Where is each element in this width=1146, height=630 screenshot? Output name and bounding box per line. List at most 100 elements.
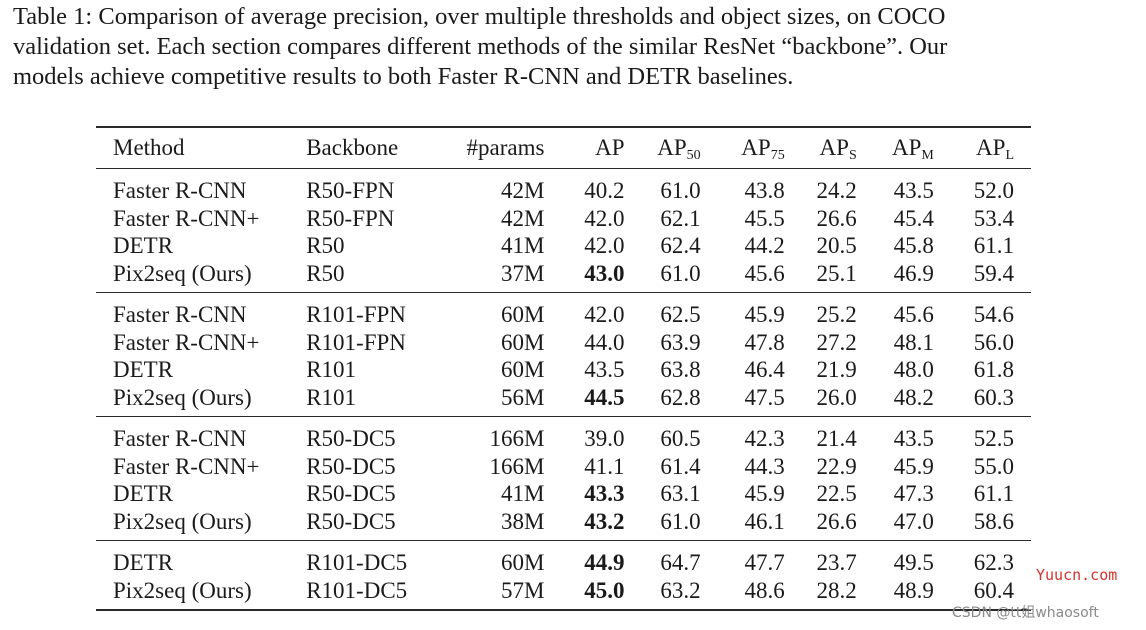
cell-backbone: R50 xyxy=(306,260,345,286)
table-row: Pix2seq (Ours) R101-DC5 57M 45.0 63.2 48.6 28.… xyxy=(96,576,1031,611)
table-row: DETR R101 60M 43.5 63.8 46.4 21.9 48.0 61.8 xyxy=(96,356,1031,384)
cell-ap50: 62.8 xyxy=(660,384,701,410)
cell-method: Faster R-CNN+ xyxy=(113,205,260,231)
cell-ap50: 62.1 xyxy=(660,205,701,231)
cell-apl: 60.3 xyxy=(973,384,1014,410)
cell-apl: 54.6 xyxy=(933,292,1031,329)
table-row: Pix2seq (Ours) R50 37M 43.0 61.0 45.6 25.1 46.9… xyxy=(96,260,1031,293)
table-row: DETR R101-DC5 60M 44.9 64.7 47.7 23.7 49.5 62.3 xyxy=(96,540,1031,577)
cell-ap: 44.0 xyxy=(584,329,625,355)
table-caption: Table 1: Comparison of average precision… xyxy=(13,2,1138,92)
cell-backbone: R50 xyxy=(306,233,345,258)
cell-aps: 24.2 xyxy=(784,168,857,205)
table-row: DETR R50 41M 42.0 62.4 44.2 20.5 45.8 61.1 xyxy=(96,232,1031,260)
table-row: Pix2seq (Ours) R50-DC5 38M 43.2 61.0 46.1 26.6… xyxy=(96,508,1031,541)
cell-params: 166M xyxy=(446,416,545,453)
cell-ap75: 45.5 xyxy=(744,205,785,231)
table-row: Faster R-CNN R50-DC5 166M 39.0 60.5 42.3 21.4 4… xyxy=(96,416,1031,453)
cell-apm: 43.5 xyxy=(856,168,934,205)
cell-aps: 20.5 xyxy=(816,233,857,258)
cell-method: Faster R-CNN xyxy=(96,292,307,329)
cell-method: Pix2seq (Ours) xyxy=(113,384,252,410)
cell-apm: 47.3 xyxy=(893,481,934,506)
header-apm-sub: M xyxy=(921,148,934,164)
cell-method: DETR xyxy=(96,540,307,577)
cell-apm: 43.5 xyxy=(856,416,934,453)
table-row: Faster R-CNN+ R50-DC5 166M 41.1 61.4 44.3 22.9… xyxy=(96,453,1031,481)
cell-apm: 46.9 xyxy=(893,260,934,286)
cell-ap50: 64.7 xyxy=(624,540,701,577)
cell-aps: 22.5 xyxy=(816,481,857,506)
cell-aps: 28.2 xyxy=(784,576,857,611)
cell-apm: 48.2 xyxy=(893,384,934,410)
cell-backbone: R101-FPN xyxy=(306,329,406,355)
cell-ap: 43.5 xyxy=(584,357,625,382)
cell-params: 60M xyxy=(501,357,545,382)
cell-params: 42M xyxy=(501,205,545,231)
cell-method: DETR xyxy=(113,233,174,258)
cell-apl: 60.4 xyxy=(933,576,1031,611)
cell-method: Pix2seq (Ours) xyxy=(113,508,252,534)
cell-apm: 49.5 xyxy=(856,540,934,577)
cell-apm: 45.9 xyxy=(893,453,934,479)
cell-params: 60M xyxy=(501,329,545,355)
cell-ap: 44.9 xyxy=(544,540,625,577)
header-ap75-base: AP xyxy=(741,135,771,161)
cell-aps: 25.2 xyxy=(784,292,857,329)
results-table-container: Method Backbone #params AP AP50 AP75 APS… xyxy=(96,126,1031,611)
table-row: DETR R50-DC5 41M 43.3 63.1 45.9 22.5 47.3 61.1 xyxy=(96,480,1031,508)
cell-backbone: R50-FPN xyxy=(306,205,395,231)
caption-line: models achieve competitive results to bo… xyxy=(13,63,794,90)
cell-backbone: R50-FPN xyxy=(306,168,447,205)
cell-ap75: 45.9 xyxy=(700,292,785,329)
cell-ap75: 47.7 xyxy=(700,540,785,577)
cell-apm: 45.8 xyxy=(893,233,934,258)
table-body: Faster R-CNN R50-FPN 42M 40.2 61.0 43.8 24.2 43… xyxy=(96,168,1031,611)
table-row: Pix2seq (Ours) R101 56M 44.5 62.8 47.5 26.0 48.… xyxy=(96,384,1031,417)
cell-ap: 44.5 xyxy=(584,384,625,410)
cell-ap: 42.0 xyxy=(584,205,625,231)
caption-line: Table 1: Comparison of average precision… xyxy=(13,3,946,30)
cell-ap: 43.2 xyxy=(584,508,625,534)
caption-line: validation set. Each section compares di… xyxy=(13,33,948,60)
cell-aps: 26.0 xyxy=(816,384,857,410)
cell-ap50: 61.0 xyxy=(660,260,701,286)
cell-apl: 53.4 xyxy=(973,205,1014,231)
cell-ap: 45.0 xyxy=(544,576,625,611)
cell-method: DETR xyxy=(113,357,174,382)
cell-apl: 61.1 xyxy=(973,233,1014,258)
cell-apm: 48.0 xyxy=(893,357,934,382)
cell-params: 57M xyxy=(446,576,545,611)
cell-aps: 25.1 xyxy=(816,260,857,286)
cell-method: Pix2seq (Ours) xyxy=(96,576,307,611)
cell-ap75: 45.6 xyxy=(744,260,785,286)
cell-apm: 45.6 xyxy=(856,292,934,329)
cell-aps: 26.6 xyxy=(816,508,857,534)
cell-ap75: 45.9 xyxy=(744,481,785,506)
cell-params: 56M xyxy=(501,384,545,410)
cell-ap50: 62.4 xyxy=(660,233,701,258)
header-ap75: AP75 xyxy=(700,126,785,169)
cell-ap75: 48.6 xyxy=(700,576,785,611)
header-aps: APS xyxy=(784,126,857,169)
cell-method: Faster R-CNN+ xyxy=(113,329,260,355)
credit-watermark: CSDN @tt姐whaosoft xyxy=(952,605,1099,621)
cell-params: 41M xyxy=(501,233,545,258)
cell-backbone: R50-DC5 xyxy=(306,453,396,479)
cell-method: Faster R-CNN+ xyxy=(113,453,260,479)
cell-ap75: 44.3 xyxy=(744,453,785,479)
cell-apl: 55.0 xyxy=(973,453,1014,479)
table-row: Faster R-CNN R50-FPN 42M 40.2 61.0 43.8 24.2 43… xyxy=(96,168,1031,205)
cell-apl: 62.3 xyxy=(933,540,1031,577)
table-row: Faster R-CNN+ R101-FPN 60M 44.0 63.9 47.8 27.2… xyxy=(96,329,1031,357)
cell-ap50: 63.9 xyxy=(660,329,701,355)
cell-params: 60M xyxy=(446,540,545,577)
header-apl-sub: L xyxy=(1005,148,1014,164)
cell-backbone: R101-DC5 xyxy=(306,540,447,577)
cell-backbone: R50-DC5 xyxy=(306,481,396,506)
cell-backbone: R101-FPN xyxy=(306,292,447,329)
cell-apl: 56.0 xyxy=(973,329,1014,355)
cell-aps: 27.2 xyxy=(816,329,857,355)
header-apm-base: AP xyxy=(891,135,922,161)
cell-apl: 52.5 xyxy=(933,416,1031,453)
